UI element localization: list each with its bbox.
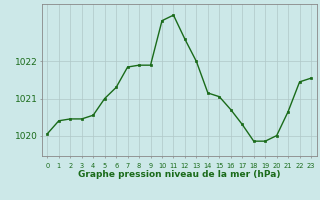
X-axis label: Graphe pression niveau de la mer (hPa): Graphe pression niveau de la mer (hPa)	[78, 170, 280, 179]
